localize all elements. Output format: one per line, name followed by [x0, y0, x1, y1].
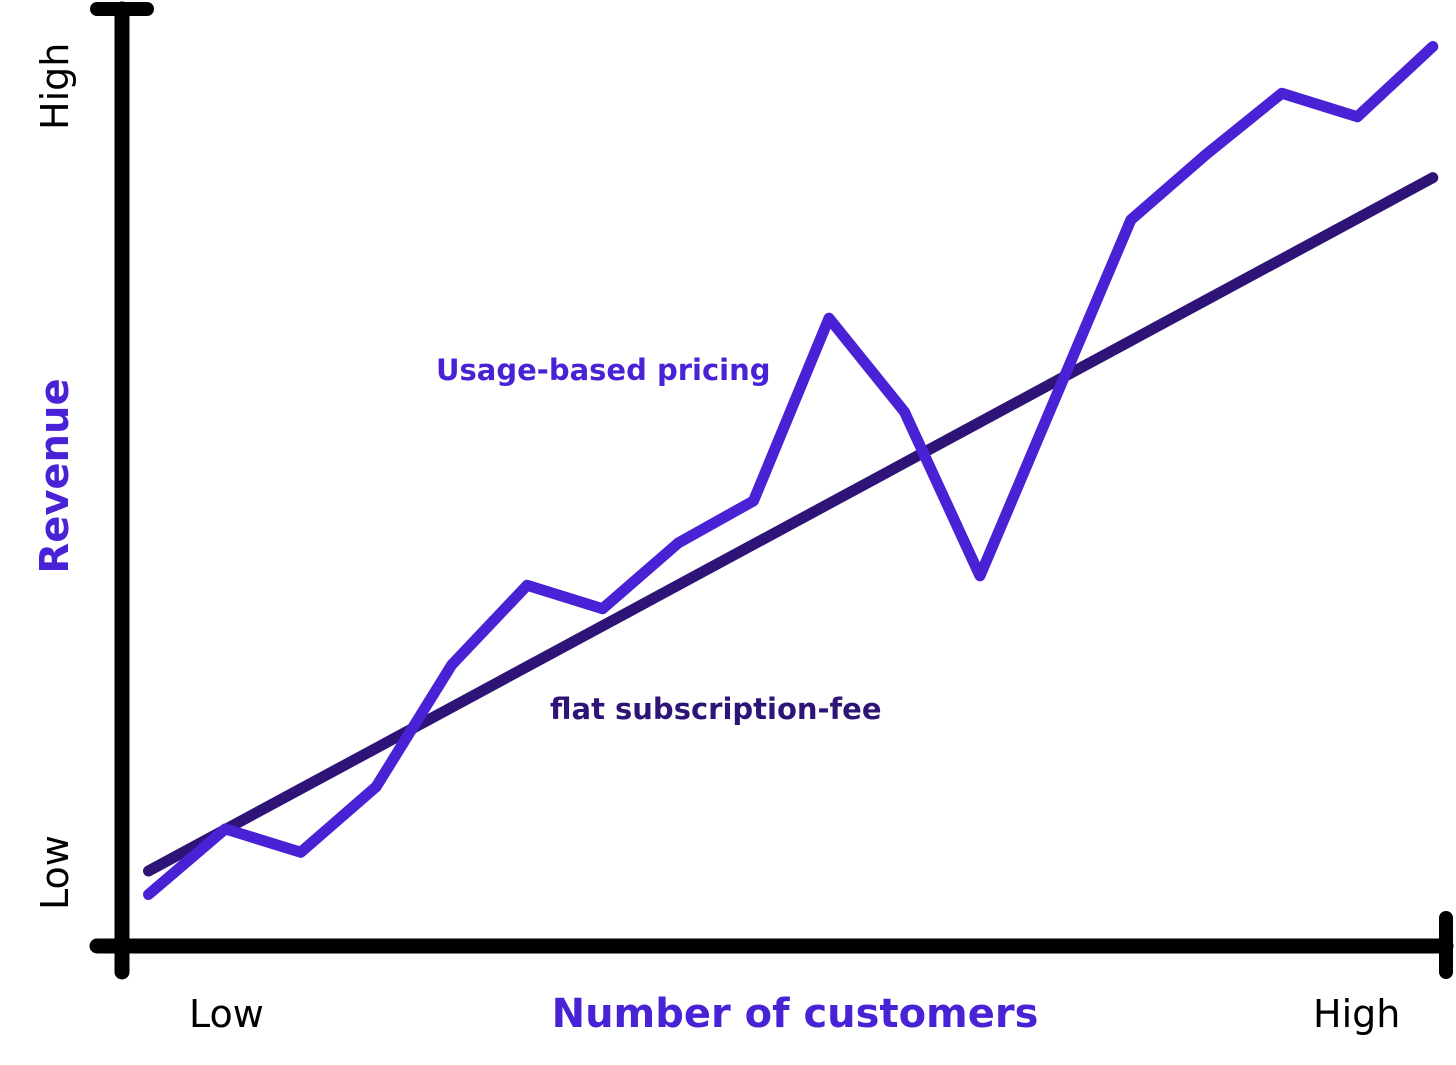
x-tick-high: High	[1313, 992, 1400, 1036]
x-tick-low: Low	[189, 992, 264, 1036]
flat-subscription-fee-line	[143, 172, 1439, 877]
flat-fee-series-label: flat subscription-fee	[550, 692, 882, 726]
usage-based-series-label: Usage-based pricing	[436, 353, 771, 387]
usage-based-pricing-line	[143, 41, 1439, 900]
y-tick-low: Low	[33, 835, 77, 910]
series-layer	[143, 41, 1439, 900]
x-axis-title: Number of customers	[552, 991, 1039, 1037]
y-tick-high: High	[33, 43, 77, 130]
axes	[89, 1, 1454, 980]
y-axis-title: Revenue	[32, 378, 78, 573]
